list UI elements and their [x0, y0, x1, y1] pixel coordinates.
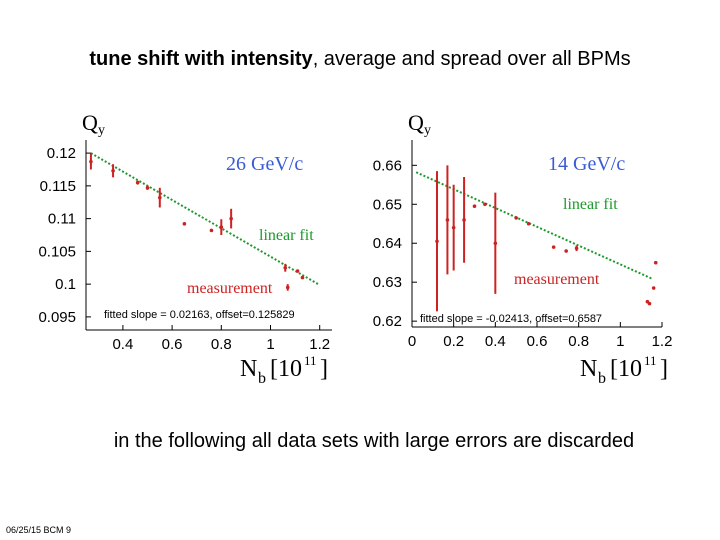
chart1-measurement-label: measurement — [187, 280, 273, 297]
chart1-data-point — [89, 159, 93, 164]
chart2-xlabel-close: ] — [660, 356, 668, 382]
title-bold: tune shift with intensity — [89, 48, 313, 70]
chart2-y-tick-label: 0.62 — [373, 313, 402, 330]
chart1-y-tick-label: 0.105 — [38, 243, 76, 260]
chart2-x-tick-label: 0.6 — [527, 333, 548, 350]
chart2-data-point — [651, 286, 656, 290]
chart2-data-point — [445, 218, 450, 222]
chart2-measurement-label: measurement — [514, 271, 600, 288]
chart1-y-tick-label: 0.12 — [47, 145, 76, 162]
chart2-y-tick-label: 0.64 — [373, 235, 402, 252]
chart1-data-point — [145, 186, 150, 190]
chart1-data-point — [283, 265, 288, 270]
chart2-x-tick-label: 0 — [408, 333, 416, 350]
chart1-xlabel-main: N — [240, 356, 257, 382]
chart2-data-point — [493, 241, 498, 246]
chart2-xlabel-bracket: [10 — [610, 356, 642, 382]
chart1-data-point — [300, 275, 305, 280]
chart2-xlabel-exp: 11 — [644, 353, 657, 368]
chart2-ylabel-sub: y — [424, 123, 431, 138]
chart2-fit-line — [415, 171, 652, 280]
chart2-data-point — [574, 246, 579, 251]
chart1-ylabel-sub: y — [98, 123, 105, 138]
chart2-fit-text: fitted slope = -0.02413, offset=0.6587 — [420, 313, 602, 325]
chart1-fit-text: fitted slope = 0.02163, offset=0.125829 — [104, 309, 295, 321]
chart1-x-tick-label: 0.8 — [211, 336, 232, 353]
chart2-ylabel: Q — [408, 110, 424, 135]
chart2-y-tick-label: 0.63 — [373, 274, 402, 291]
chart1-data-point — [219, 225, 224, 229]
footer-label: 06/25/15 BCM 9 — [6, 525, 72, 535]
chart2-energy-label: 14 GeV/c — [548, 153, 625, 175]
chart2-data-point — [564, 249, 568, 253]
chart2-y-tick-label: 0.66 — [373, 157, 402, 174]
chart2-xlabel-sub: b — [598, 370, 606, 387]
chart2-data-point — [653, 260, 658, 265]
chart1-y-tick-label: 0.11 — [48, 211, 76, 228]
chart1-energy-label: 26 GeV/c — [226, 153, 303, 175]
chart2-data-point — [451, 225, 456, 230]
chart2-data-point — [551, 245, 556, 249]
chart2-data-point — [435, 239, 439, 244]
chart1-x-tick-label: 0.6 — [162, 336, 183, 353]
chart1-ylabel: Q — [82, 110, 98, 135]
chart1-data-point — [158, 195, 162, 200]
chart1-data-point — [229, 216, 233, 221]
chart2-y-tick-label: 0.65 — [373, 196, 402, 213]
chart2-fit-label: linear fit — [563, 196, 618, 213]
chart1-xlabel-close: ] — [320, 356, 328, 382]
chart1-data-point — [182, 222, 187, 226]
chart1-y-tick-label: 0.095 — [38, 309, 76, 326]
chart1-x-tick-label: 1 — [266, 336, 274, 353]
page-title: tune shift with intensity, average and s… — [0, 48, 720, 71]
chart2-data-point — [462, 218, 466, 222]
chart2-x-tick-label: 1 — [616, 333, 624, 350]
chart1-fit-line — [90, 152, 321, 286]
chart1-data-point — [295, 269, 300, 273]
chart2-x-tick-label: 1.2 — [652, 333, 673, 350]
chart1-xlabel-bracket: [10 — [270, 356, 302, 382]
chart1-y-tick-label: 0.115 — [40, 178, 76, 195]
title-rest: , average and spread over all BPMs — [312, 48, 631, 70]
chart1-x-tick-label: 0.4 — [112, 336, 133, 353]
chart2-x-tick-label: 0.4 — [485, 333, 506, 350]
chart1-fit-label: linear fit — [259, 227, 314, 244]
chart2-data-point — [526, 221, 531, 226]
chart1-data-point — [285, 285, 290, 290]
chart1-data-point — [111, 168, 115, 173]
chart2-x-tick-label: 0.8 — [568, 333, 589, 350]
chart1-xlabel-sub: b — [258, 370, 266, 387]
chart1-x-tick-label: 1.2 — [309, 336, 330, 353]
chart2-x-tick-label: 0.2 — [443, 333, 464, 350]
note-text: in the following all data sets with larg… — [113, 430, 635, 452]
chart2-data-point — [483, 202, 487, 207]
chart1-xlabel-exp: 11 — [304, 353, 317, 368]
chart2-data-point — [472, 204, 477, 209]
chart1-data-point — [209, 228, 214, 233]
chart1-y-tick-label: 0.1 — [55, 276, 76, 293]
chart2-data-point — [514, 216, 518, 220]
chart1-data-point — [135, 180, 140, 185]
chart2-xlabel-main: N — [580, 356, 597, 382]
chart2-data-point — [647, 301, 652, 306]
